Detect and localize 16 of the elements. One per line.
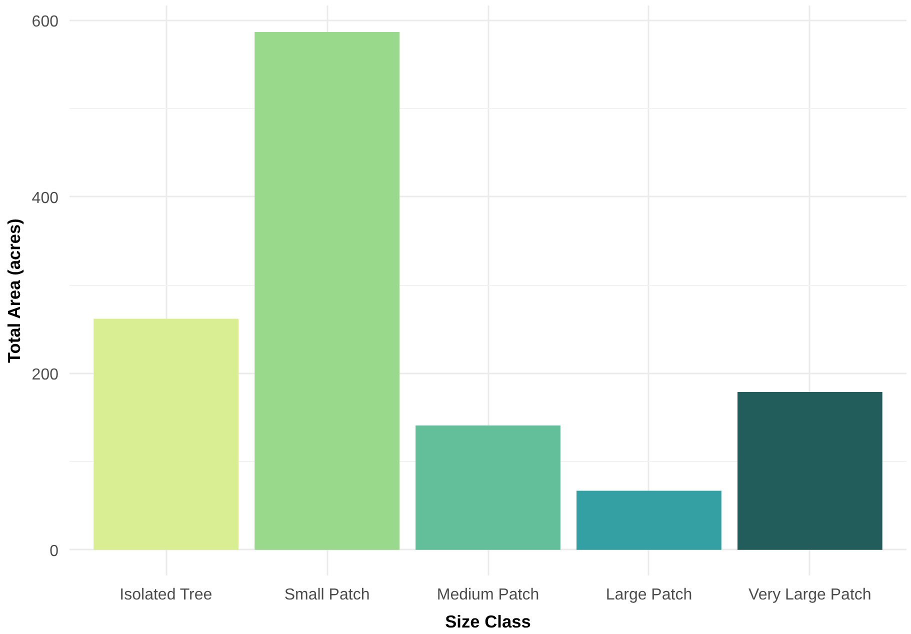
y-tick-label: 600 xyxy=(32,14,59,30)
bar xyxy=(737,392,882,550)
x-tick-label: Small Patch xyxy=(284,586,370,604)
x-tick-label: Large Patch xyxy=(606,586,692,604)
bar xyxy=(416,426,560,550)
y-tick-label: 400 xyxy=(32,190,59,207)
y-tick-label: 200 xyxy=(32,366,59,384)
bar xyxy=(94,318,239,550)
x-axis-title: Size Class xyxy=(445,612,531,632)
y-tick-label: 0 xyxy=(50,542,59,560)
x-tick-label: Very Large Patch xyxy=(748,586,872,604)
y-axis-title: Total Area (acres) xyxy=(4,218,24,364)
x-tick-label: Medium Patch xyxy=(436,586,540,604)
bar xyxy=(576,490,722,550)
x-tick-label: Isolated Tree xyxy=(120,586,212,604)
bar xyxy=(254,32,400,550)
